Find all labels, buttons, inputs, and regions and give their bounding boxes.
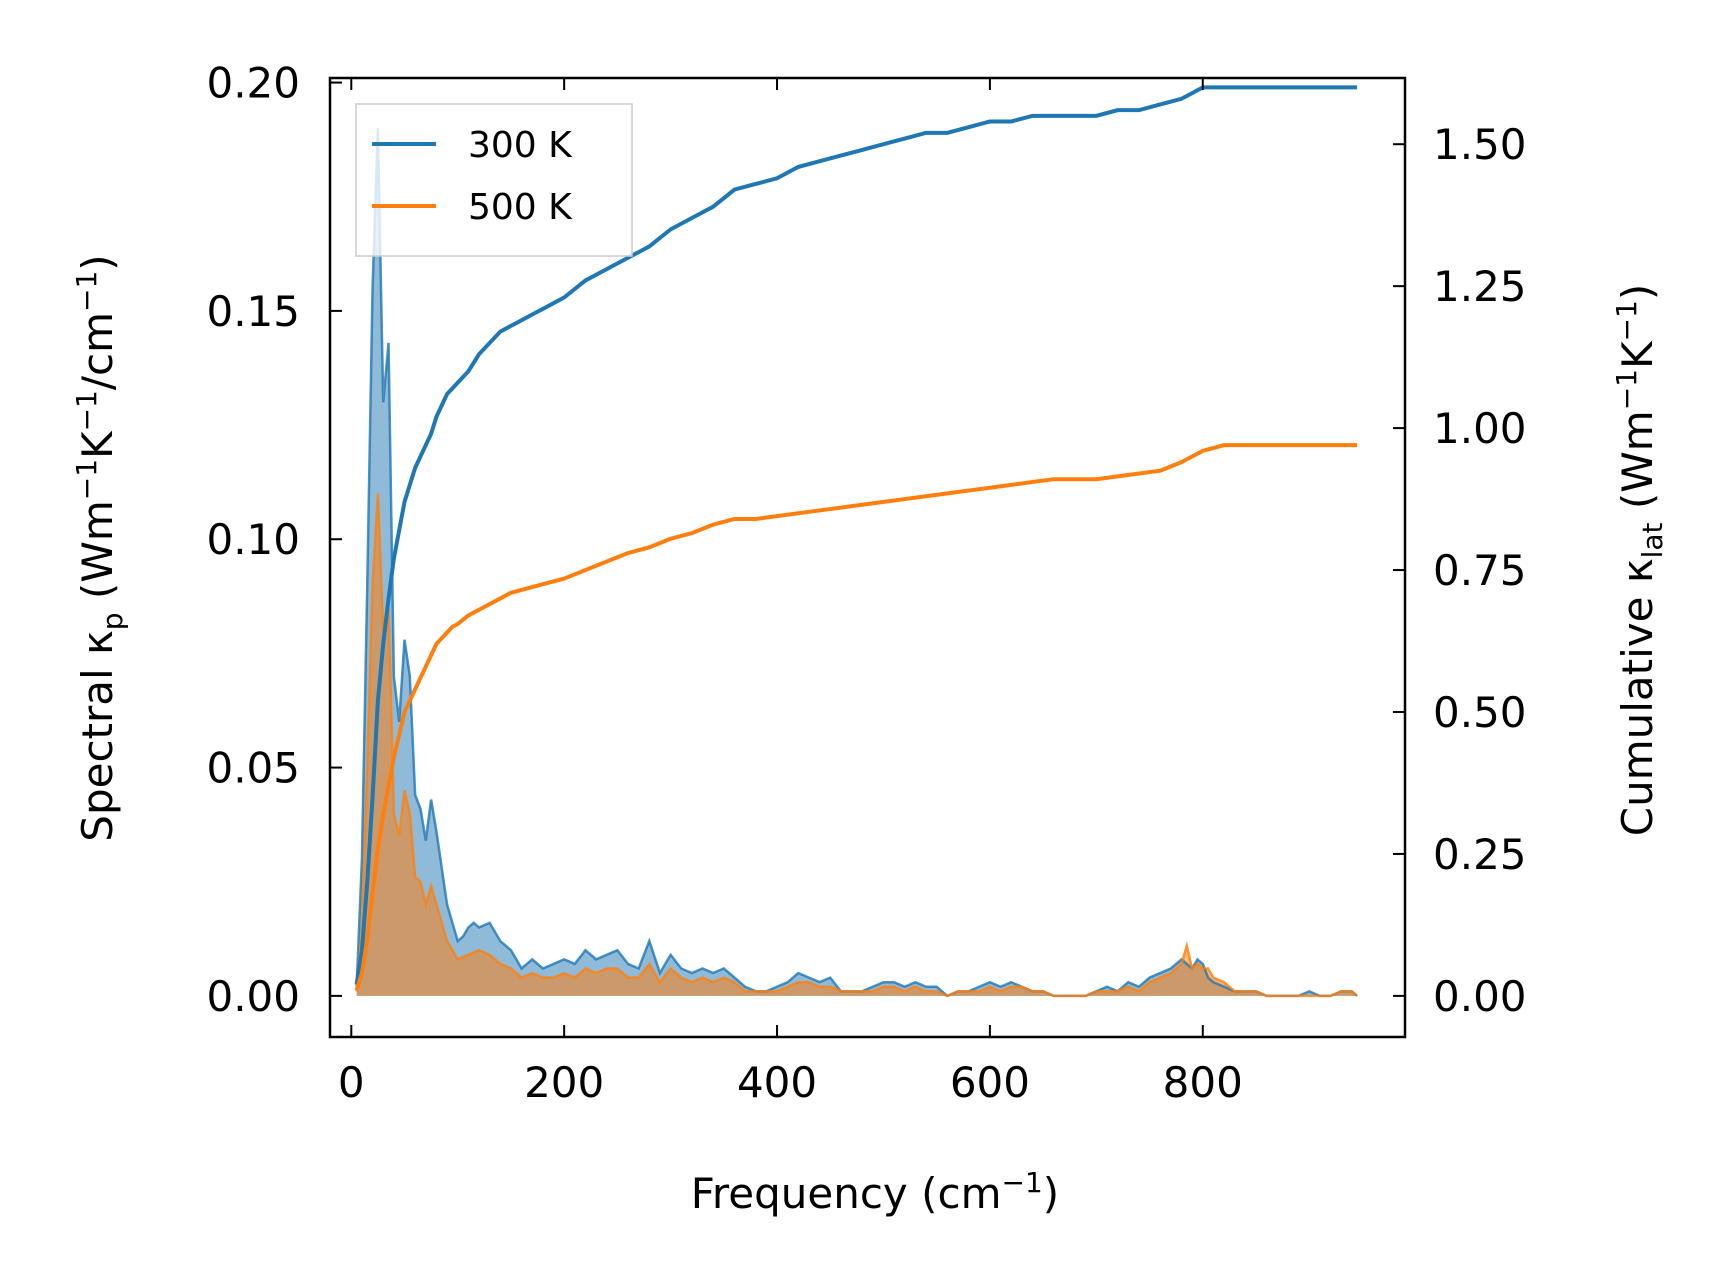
- y-right-tick-label: 1.00: [1433, 404, 1527, 453]
- x-axis-label-text: Frequency (cm: [691, 1169, 1002, 1218]
- y-right-sup1: −1: [1610, 369, 1643, 410]
- y-right-tick-label: 1.25: [1433, 262, 1527, 311]
- y-left-mid1: (Wm: [73, 500, 122, 612]
- spectral-line-500k: [355, 493, 1358, 998]
- legend-label-500k: 500 K: [468, 187, 573, 228]
- y-left-prefix: Spectral κ: [73, 630, 122, 842]
- axes: [328, 76, 1407, 1039]
- y-right-tick-label: 1.50: [1433, 120, 1527, 169]
- legend-box: [355, 103, 633, 257]
- legend-label-300k: 300 K: [468, 125, 573, 166]
- y-right-end: ): [1613, 284, 1662, 300]
- y-left-mid3: /cm: [73, 312, 122, 390]
- y-left-sup1: −1: [70, 459, 103, 500]
- y-left-tick-label: 0.05: [206, 744, 300, 793]
- y-axis-right-label: Cumulative κlat (Wm−1K−1): [1610, 284, 1669, 836]
- spectral-area-500k: [356, 493, 1358, 996]
- y-left-tick-label: 0.10: [206, 515, 300, 564]
- spectral-lines: [355, 128, 1358, 998]
- y-left-sub: p: [96, 612, 129, 630]
- y-left-tick-label: 0.00: [206, 972, 300, 1021]
- spectral-line-300k: [355, 128, 1358, 998]
- y-left-tick-label: 0.15: [206, 287, 300, 336]
- y-right-mid1: (Wm: [1613, 410, 1662, 522]
- y-axis-left-label: Spectral κp (Wm−1K−1/cm−1): [70, 254, 129, 841]
- x-tick-label: 0: [338, 1058, 365, 1107]
- x-axis-label-end: ): [1043, 1169, 1059, 1218]
- x-axis-label: Frequency (cm−1): [691, 1166, 1059, 1218]
- plot-frame: [328, 76, 1407, 1039]
- y-right-prefix: Cumulative κ: [1613, 558, 1662, 836]
- x-tick-label: 400: [737, 1058, 817, 1107]
- spectral-fills: [356, 128, 1358, 996]
- ticks: 0 200 400 600 800 0.00 0.05 0.10 0.15 0.20 0.00 0.2…: [206, 59, 1526, 1107]
- cumulative-line-500k: [354, 443, 1358, 991]
- spectral-area-300k: [356, 128, 1358, 996]
- x-tick-label: 800: [1163, 1058, 1243, 1107]
- y-left-end: ): [73, 254, 122, 270]
- y-right-tick-label: 0.75: [1433, 546, 1527, 595]
- x-axis-label-sup: −1: [1002, 1166, 1043, 1199]
- cumulative-line-300k: [354, 85, 1358, 985]
- y-left-tick-label: 0.20: [206, 59, 300, 108]
- y-left-sup2: −1: [70, 390, 103, 431]
- y-left-sup3: −1: [70, 271, 103, 312]
- y-right-sub: lat: [1636, 522, 1669, 558]
- x-tick-label: 600: [950, 1058, 1030, 1107]
- y-left-mid2: K: [73, 430, 122, 459]
- y-right-mid2: K: [1613, 340, 1662, 369]
- y-right-tick-label: 0.50: [1433, 688, 1527, 737]
- y-right-sup2: −1: [1610, 300, 1643, 341]
- y-right-tick-label: 0.00: [1433, 972, 1527, 1021]
- y-right-tick-label: 0.25: [1433, 830, 1527, 879]
- legend: 300 K 500 K: [355, 103, 633, 257]
- x-tick-label: 200: [524, 1058, 604, 1107]
- cumulative-lines: [354, 85, 1358, 991]
